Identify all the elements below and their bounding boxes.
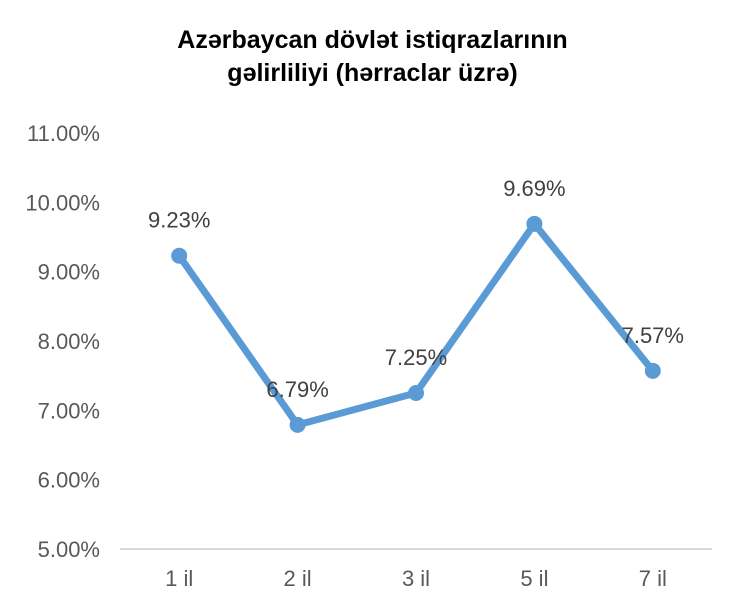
chart-title-line-1: Azərbaycan dövlət istiqrazlarının	[177, 26, 568, 54]
data-labels: 9.23% 6.79% 7.25% 9.69% 7.57%	[148, 176, 684, 402]
chart-title: Azərbaycan dövlət istiqrazlarının gəlirl…	[0, 24, 745, 90]
x-tick-label: 2 il	[284, 566, 312, 591]
data-label: 6.79%	[266, 377, 328, 402]
x-tick-label: 3 il	[402, 566, 430, 591]
x-tick-label: 5 il	[520, 566, 548, 591]
data-point	[289, 416, 306, 433]
chart-title-line-2: gəlirliliyi (hərraclar üzrə)	[227, 59, 518, 87]
x-tick-label: 1 il	[165, 566, 193, 591]
y-tick-label: 8.00%	[38, 329, 100, 354]
y-axis-tick-labels: 5.00% 6.00% 7.00% 8.00% 9.00% 10.00% 11.00%	[25, 121, 100, 562]
x-tick-label: 7 il	[639, 566, 667, 591]
y-tick-label: 11.00%	[27, 121, 100, 146]
data-point	[526, 215, 543, 232]
y-tick-label: 10.00%	[25, 190, 100, 215]
data-label: 9.69%	[503, 176, 565, 201]
data-label: 7.57%	[622, 323, 684, 348]
data-points	[171, 215, 661, 433]
y-tick-label: 5.00%	[38, 537, 100, 562]
data-point	[644, 362, 661, 379]
y-tick-label: 6.00%	[38, 468, 100, 493]
y-tick-label: 7.00%	[38, 398, 100, 423]
data-label: 9.23%	[148, 208, 210, 233]
x-axis-tick-labels: 1 il 2 il 3 il 5 il 7 il	[165, 566, 667, 591]
data-point	[408, 385, 424, 401]
data-label: 7.25%	[385, 345, 447, 370]
y-tick-label: 9.00%	[38, 260, 100, 285]
data-point	[171, 247, 188, 264]
